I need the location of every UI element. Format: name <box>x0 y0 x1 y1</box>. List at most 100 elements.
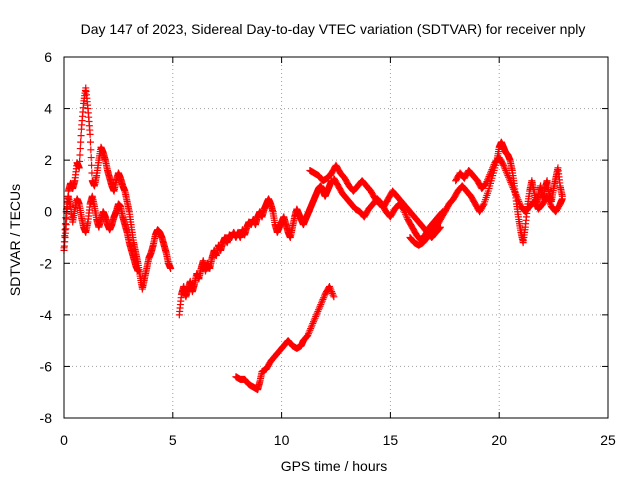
data-point-interp <box>125 206 133 214</box>
data-point-interp <box>149 243 157 251</box>
data-point-interp <box>479 203 487 211</box>
x-axis-label: GPS time / hours <box>281 458 388 474</box>
data-point-interp <box>530 185 538 193</box>
y-tick-label: 0 <box>44 204 52 220</box>
data-point-interp <box>290 215 298 223</box>
data-point-interp <box>541 186 549 194</box>
data-point <box>308 321 316 329</box>
data-point-interp <box>162 248 170 256</box>
data-point-interp <box>79 104 87 112</box>
data-point-interp <box>302 334 310 342</box>
data-point-interp <box>512 191 520 199</box>
data-point-interp <box>317 299 325 307</box>
data-point-interp <box>397 203 405 211</box>
series-track-e-midday-lower <box>330 174 447 244</box>
data-point-interp <box>61 232 69 240</box>
data-point-interp <box>502 168 510 176</box>
data-point-interp <box>329 291 337 299</box>
series-track-c-lower <box>232 282 338 394</box>
data-point-interp <box>315 306 323 314</box>
data-point-interp <box>309 319 317 327</box>
data-point-interp <box>489 162 497 170</box>
data-point-interp <box>77 211 85 219</box>
data-point-interp <box>87 146 95 154</box>
data-point-interp <box>123 196 131 204</box>
data-point-interp <box>325 172 333 180</box>
data-point-interp <box>77 132 85 140</box>
data-point-interp <box>305 328 313 336</box>
data-point-interp <box>84 101 92 109</box>
data-point-interp <box>515 197 523 205</box>
data-point-interp <box>92 173 100 181</box>
data-point-interp <box>129 236 137 244</box>
data-point-interp <box>439 210 447 218</box>
data-point-interp <box>465 190 473 198</box>
data-point-interp <box>506 177 514 185</box>
data-point-interp <box>118 211 126 219</box>
y-tick-label: -4 <box>40 307 53 323</box>
data-point-interp <box>510 185 518 193</box>
data-point-interp <box>514 196 522 204</box>
data-point-interp <box>447 197 455 205</box>
data-point-interp <box>75 163 83 171</box>
data-point-interp <box>430 226 438 234</box>
data-point-interp <box>508 180 516 188</box>
data-point-interp <box>514 213 522 221</box>
data-point-interp <box>383 197 391 205</box>
data-point <box>508 182 516 190</box>
data-point-interp <box>509 184 517 192</box>
data-point-interp <box>480 182 488 190</box>
data-point-interp <box>75 199 83 207</box>
data-point-interp <box>435 218 443 226</box>
data-point-interp <box>71 207 79 215</box>
x-tick-label: 25 <box>600 432 616 448</box>
data-point <box>504 172 512 180</box>
data-point-interp <box>140 276 148 284</box>
data-point-interp <box>554 166 562 174</box>
data-point <box>330 293 338 301</box>
data-point-interp <box>546 199 554 207</box>
x-tick-label: 10 <box>274 432 290 448</box>
data-point-interp <box>470 197 478 205</box>
plot-frame <box>63 56 609 419</box>
data-point-interp <box>66 201 74 209</box>
data-point-interp <box>401 209 409 217</box>
data-point-interp <box>314 307 322 315</box>
data-point-interp <box>543 178 551 186</box>
data-point-interp <box>544 194 552 202</box>
data-point-interp <box>328 288 336 296</box>
data-point-interp <box>403 214 411 222</box>
data-point-interp <box>513 194 521 202</box>
data-point-interp <box>310 316 318 324</box>
data-point-interp <box>556 179 564 187</box>
y-axis-label: SDTVAR / TECUs <box>7 184 23 296</box>
chart-title: Day 147 of 2023, Sidereal Day-to-day VTE… <box>81 21 586 37</box>
data-point-interp <box>87 154 95 162</box>
data-point <box>486 169 494 177</box>
data-point-interp <box>558 196 566 204</box>
data-point-interp <box>318 297 326 305</box>
data-point-interp <box>315 304 323 312</box>
series-track-g-afternoon-lower <box>452 154 566 216</box>
data-point-interp <box>549 187 557 195</box>
series-track-a-early-lower <box>60 192 142 275</box>
data-point-interp <box>503 170 511 178</box>
data-point-interp <box>88 161 96 169</box>
data-point-interp <box>484 176 492 184</box>
data-point <box>513 192 521 200</box>
data-point-interp <box>489 164 497 172</box>
data-point-interp <box>166 264 174 272</box>
data-point-interp <box>313 309 321 317</box>
grid-layer <box>64 57 608 418</box>
data-point-interp <box>508 165 516 173</box>
data-point-interp <box>76 151 84 159</box>
data-point-interp <box>190 281 198 289</box>
data-point-interp <box>269 206 277 214</box>
data-point-interp <box>484 174 492 182</box>
data-point-interp <box>311 314 319 322</box>
data-point-interp <box>61 226 69 234</box>
data-point-interp <box>507 178 515 186</box>
data-point-interp <box>86 203 94 211</box>
data-point-interp <box>127 221 135 229</box>
data-point-interp <box>61 220 69 228</box>
